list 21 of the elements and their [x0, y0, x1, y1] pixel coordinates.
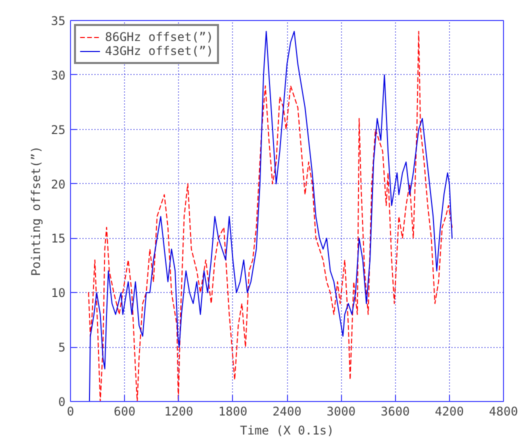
x-tick-label: 4200 — [434, 404, 464, 418]
y-tick-label: 10 — [51, 286, 66, 300]
y-tick-label: 0 — [58, 395, 66, 409]
x-tick-label: 1200 — [164, 404, 194, 418]
x-axis-title: Time (X 0.1s) — [240, 424, 334, 438]
y-tick-label: 30 — [51, 68, 66, 82]
y-tick-label: 20 — [51, 177, 66, 192]
y-axis-title: Pointing offset(”) — [29, 146, 44, 276]
y-tick-label: 35 — [51, 14, 66, 28]
x-tick-label: 4800 — [489, 404, 518, 418]
x-tick-label: 600 — [114, 404, 136, 418]
y-tick-label: 5 — [58, 340, 66, 355]
legend-label: 86GHz offset(”) — [105, 30, 214, 44]
x-tick-label: 1800 — [218, 404, 248, 418]
x-tick-label: 3000 — [326, 404, 356, 418]
x-tick-label: 0 — [66, 404, 74, 418]
x-tick-label: 2400 — [272, 404, 302, 418]
x-tick-label: 3600 — [380, 404, 410, 418]
y-tick-label: 15 — [51, 232, 66, 246]
legend-label: 43GHz offset(”) — [105, 44, 214, 58]
y-tick-label: 25 — [51, 122, 66, 137]
